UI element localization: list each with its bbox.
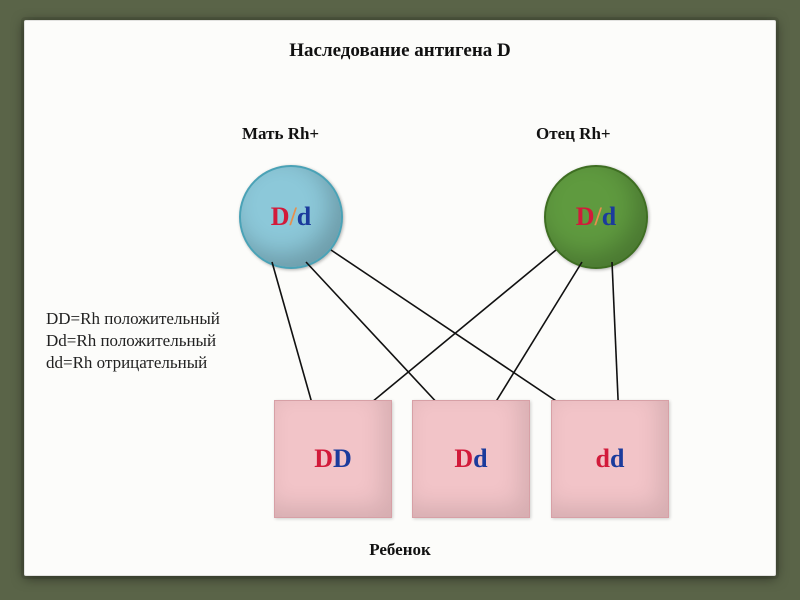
father-node: D/d (544, 165, 648, 269)
diagram-paper: Наследование антигена D Мать Rh+ Отец Rh… (24, 20, 776, 576)
allele-D: D (271, 202, 290, 231)
mother-node: D/d (239, 165, 343, 269)
child-Dd: Dd (412, 400, 530, 518)
child-alleles: Dd (454, 444, 487, 474)
arrow (612, 262, 622, 421)
allele-d: d (596, 444, 610, 473)
father-alleles: D/d (576, 202, 616, 232)
allele-d: d (610, 444, 624, 473)
child-alleles: dd (596, 444, 625, 474)
father-label: Отец Rh+ (536, 124, 611, 144)
child-alleles: DD (314, 444, 352, 474)
legend-line-3: dd=Rh отрицательный (46, 352, 220, 374)
allele-slash: / (290, 202, 297, 231)
arrow (331, 250, 586, 421)
allele-D: D (576, 202, 595, 231)
arrow (272, 262, 318, 421)
allele-D: D (454, 444, 473, 473)
mother-alleles: D/d (271, 202, 311, 232)
legend-line-1: DD=Rh положительный (46, 308, 220, 330)
arrow (349, 250, 556, 421)
child-dd: dd (551, 400, 669, 518)
arrow (306, 262, 454, 421)
allele-d: d (297, 202, 311, 231)
allele-slash: / (595, 202, 602, 231)
legend-line-2: Dd=Rh положительный (46, 330, 220, 352)
allele-D: D (333, 444, 352, 473)
child-DD: DD (274, 400, 392, 518)
diagram-title: Наследование антигена D (24, 40, 776, 62)
mother-label: Мать Rh+ (242, 124, 319, 144)
allele-D: D (314, 444, 333, 473)
allele-d: d (602, 202, 616, 231)
legend: DD=Rh положительный Dd=Rh положительный … (46, 308, 220, 374)
children-label: Ребенок (24, 540, 776, 560)
allele-d: d (473, 444, 487, 473)
arrow (484, 262, 582, 421)
